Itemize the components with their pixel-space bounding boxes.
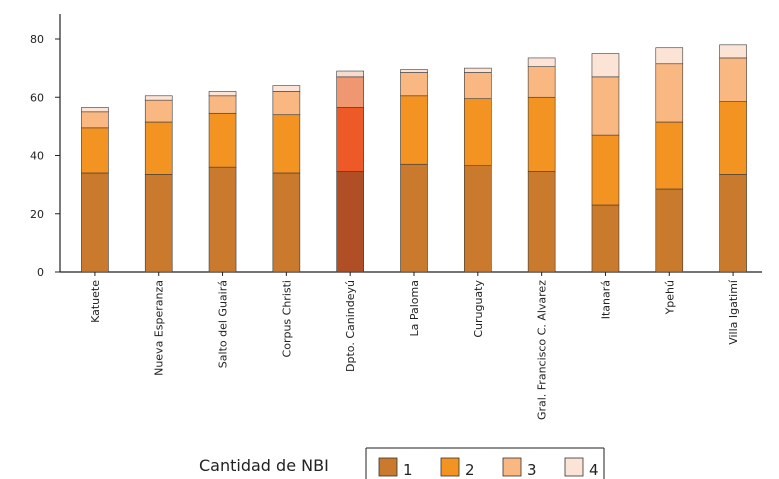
legend-swatch-4	[564, 457, 584, 477]
legend-label-4: 4	[589, 461, 599, 479]
bar-segment-1	[272, 172, 301, 273]
bar-segment-3	[208, 95, 237, 114]
bar-segment-3	[272, 91, 301, 116]
category-label: Katuete	[89, 280, 102, 323]
bar-segment-1	[655, 188, 684, 273]
y-tick-label: 80	[30, 33, 44, 46]
legend-swatch-3	[502, 457, 522, 477]
category-label: Ypehú	[663, 280, 676, 315]
legend-items: 1 2 3 4	[378, 457, 599, 479]
bar-segment-4	[208, 91, 237, 97]
category-label: Gral. Francisco C. Alvarez	[536, 280, 549, 420]
bar-segment-1	[336, 171, 364, 273]
bar-segment-4	[144, 95, 173, 101]
bar-segment-1	[591, 204, 620, 273]
category-labels: Katuete Nueva Esperanza Salto del Guairá Co…	[89, 272, 740, 420]
legend: Cantidad de NBI 1 2 3 4	[199, 447, 605, 479]
bar-segment-3	[400, 72, 428, 97]
legend-label-2: 2	[465, 461, 475, 479]
bar-segment-4	[719, 44, 747, 59]
bar-segment-3	[81, 111, 109, 129]
category-label: Curuguaty	[472, 280, 485, 338]
bar-segment-3	[464, 72, 492, 100]
y-ticks: 0 20 40 60 80	[30, 33, 60, 279]
bar-segment-2	[655, 121, 684, 190]
y-tick-label: 20	[30, 208, 44, 221]
y-tick-label: 0	[37, 266, 44, 279]
bar-segment-4	[591, 53, 620, 78]
bar-segment-2	[144, 121, 173, 175]
legend-swatch-1	[378, 457, 398, 477]
legend-title: Cantidad de NBI	[199, 456, 329, 475]
category-label: Nueva Esperanza	[153, 280, 166, 376]
bar-segment-4	[527, 57, 556, 67]
bar-segment-1	[81, 172, 109, 273]
category-label: Itanará	[599, 280, 612, 319]
bar-segment-1	[400, 163, 428, 273]
bar-segment-2	[400, 95, 428, 165]
category-label: Corpus Christi	[280, 280, 293, 357]
bar-segment-4	[400, 69, 428, 73]
bar-segment-3	[336, 76, 364, 108]
bar-segment-4	[464, 67, 492, 73]
bar-segment-3	[144, 99, 173, 123]
bar-segment-1	[144, 174, 173, 273]
bar-segment-3	[719, 57, 747, 102]
category-label: La Paloma	[408, 280, 421, 337]
bar-segment-4	[272, 85, 301, 92]
bar-segment-2	[591, 134, 620, 206]
bar-segment-1	[464, 165, 492, 273]
bar-segment-4	[81, 107, 109, 113]
bar-segment-1	[208, 166, 237, 273]
bar-segment-2	[272, 114, 301, 174]
category-label: Villa Igatimí	[727, 279, 740, 345]
bar-segment-2	[464, 98, 492, 166]
bar-segment-1	[527, 171, 556, 273]
y-tick-label: 40	[30, 150, 44, 163]
bar-segment-3	[655, 63, 684, 123]
bar-segment-2	[336, 107, 364, 172]
bar-segment-2	[527, 96, 556, 172]
bar-segment-2	[208, 112, 237, 168]
y-tick-label: 60	[30, 91, 44, 104]
bar-segment-2	[81, 127, 109, 174]
bar-segment-1	[719, 174, 747, 273]
category-label: Dpto. Canindeyú	[344, 280, 357, 372]
legend-swatch-2	[440, 457, 460, 477]
bar-segment-3	[591, 76, 620, 136]
bar-segment-4	[655, 47, 684, 65]
bars	[81, 44, 747, 273]
bar-segment-2	[719, 101, 747, 175]
bar-segment-4	[336, 70, 364, 78]
bar-segment-3	[527, 66, 556, 98]
category-label: Salto del Guairá	[217, 280, 230, 368]
legend-label-3: 3	[527, 461, 537, 479]
legend-label-1: 1	[403, 461, 413, 479]
